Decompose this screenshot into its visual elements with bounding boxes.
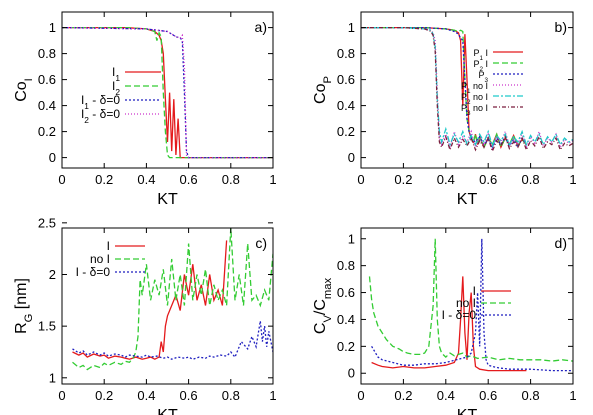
series-line-3 xyxy=(371,238,573,372)
y-axis-label: CoP xyxy=(312,76,334,104)
x-tick-label: 1 xyxy=(269,388,276,403)
plot-frame xyxy=(360,11,574,169)
y-tick-label: 0.4 xyxy=(337,312,355,327)
legend-label-1: I1 xyxy=(112,65,120,83)
x-tick-label: 0.6 xyxy=(479,388,497,403)
legend-label-6: P3 no I xyxy=(461,103,488,117)
series-line-2 xyxy=(62,26,273,159)
panel-tag: c) xyxy=(255,235,267,251)
x-tick-label: 0.4 xyxy=(137,388,155,403)
panel-tag: d) xyxy=(555,235,567,251)
y-tick-label: 0.8 xyxy=(337,258,355,273)
x-axis-label: KT xyxy=(457,407,478,415)
x-tick-label: 1 xyxy=(569,388,576,403)
y-tick-label: 1.5 xyxy=(38,319,56,334)
legend-label-1: I xyxy=(107,239,110,253)
x-tick-label: 0.4 xyxy=(437,388,455,403)
series-line-2 xyxy=(368,238,573,362)
x-tick-label: 0.4 xyxy=(137,172,155,187)
x-tick-label: 0.8 xyxy=(222,172,240,187)
plot-frame xyxy=(61,11,274,169)
legend-label-2: P2 I xyxy=(473,59,488,73)
x-tick-label: 0 xyxy=(58,388,65,403)
x-tick-label: 0.6 xyxy=(180,388,198,403)
x-tick-label: 0.8 xyxy=(222,388,240,403)
legend-label-4: P1 no I xyxy=(461,81,488,95)
series-line-1 xyxy=(62,26,273,159)
x-tick-label: 0 xyxy=(58,172,65,187)
chart-panel-1: 0 0.2 0.4 0.6 0.8 100.20.40.60.81KTCoIa)I1I2I… xyxy=(13,11,277,208)
y-tick-label: 2 xyxy=(49,267,56,282)
y-tick-label: 0.8 xyxy=(38,46,56,61)
series-line-1 xyxy=(371,276,527,372)
panel-tag: b) xyxy=(555,19,567,35)
y-tick-label: 0.4 xyxy=(38,98,56,113)
x-tick-label: 0.2 xyxy=(394,388,412,403)
x-tick-label: 0.6 xyxy=(479,172,497,187)
x-axis-label: KT xyxy=(457,191,478,208)
plot-frame xyxy=(360,227,574,385)
x-tick-label: 1 xyxy=(569,172,576,187)
y-tick-label: 0 xyxy=(348,366,355,381)
series-line-3 xyxy=(361,26,527,149)
legend-label-4: I2 - δ=0 xyxy=(81,107,120,125)
legend-label-3: I1 - δ=0 xyxy=(81,93,120,111)
series-line-4 xyxy=(62,26,273,159)
y-tick-label: 0.6 xyxy=(337,285,355,300)
y-tick-label: 1 xyxy=(348,231,355,246)
legend-label-5: P2 no I xyxy=(461,92,488,106)
y-tick-label: 0.6 xyxy=(38,72,56,87)
legend-label-3: I - δ=0 xyxy=(442,308,477,322)
x-axis-label: KT xyxy=(157,191,178,208)
y-tick-label: 2.5 xyxy=(38,215,56,230)
legend-label-3: I - δ=0 xyxy=(76,265,111,279)
series-line-2 xyxy=(361,26,527,149)
plot-frame xyxy=(61,227,274,385)
y-tick-label: 0 xyxy=(49,150,56,165)
legend-label-1: P1 I xyxy=(473,48,488,62)
legend-label-2: no I xyxy=(456,296,476,310)
y-tick-label: 0 xyxy=(348,150,355,165)
series-line-6 xyxy=(361,26,573,153)
legend-label-2: I2 xyxy=(112,79,120,97)
y-tick-label: 0.2 xyxy=(337,339,355,354)
chart-panel-3: 0 0.2 0.4 0.6 0.8 1 1 1.5 2 2.5 KT RG [nm] c) Ino II … xyxy=(13,215,277,415)
y-tick-label: 1 xyxy=(49,20,56,35)
x-tick-label: 0.2 xyxy=(95,388,113,403)
x-tick-label: 0.4 xyxy=(437,172,455,187)
chart-panel-4: 0 0.2 0.4 0.6 0.8 1 0 0.2 0.4 0.6 0.8 1 KT CV/Cmax d) I… xyxy=(312,227,577,415)
legend-label-3: P3 xyxy=(478,70,488,84)
legend-label-2: no I xyxy=(90,252,110,266)
x-axis-label: KT xyxy=(157,407,178,415)
legend-label-1: I xyxy=(473,284,476,298)
y-tick-label: 0.6 xyxy=(337,72,355,87)
x-tick-label: 0.2 xyxy=(95,172,113,187)
series-line-1 xyxy=(361,26,527,149)
x-tick-label: 0.6 xyxy=(180,172,198,187)
series-line-2 xyxy=(72,228,273,371)
x-tick-label: 0.8 xyxy=(522,388,540,403)
x-tick-label: 0 xyxy=(357,172,364,187)
series-line-3 xyxy=(72,320,273,360)
panel-tag: a) xyxy=(255,19,267,35)
x-tick-label: 0.2 xyxy=(394,172,412,187)
y-tick-label: 1 xyxy=(49,370,56,385)
y-axis-label: CV/Cmax xyxy=(312,278,334,335)
y-tick-label: 0.2 xyxy=(38,124,56,139)
y-tick-label: 1 xyxy=(348,20,355,35)
y-axis-label: RG [nm] xyxy=(13,278,35,334)
y-tick-label: 0.2 xyxy=(337,124,355,139)
y-tick-label: 0.8 xyxy=(337,46,355,61)
x-tick-label: 1 xyxy=(269,172,276,187)
x-tick-label: 0 xyxy=(357,388,364,403)
y-tick-label: 0.4 xyxy=(337,98,355,113)
y-axis-label: CoI xyxy=(13,78,35,102)
x-tick-label: 0.8 xyxy=(522,172,540,187)
